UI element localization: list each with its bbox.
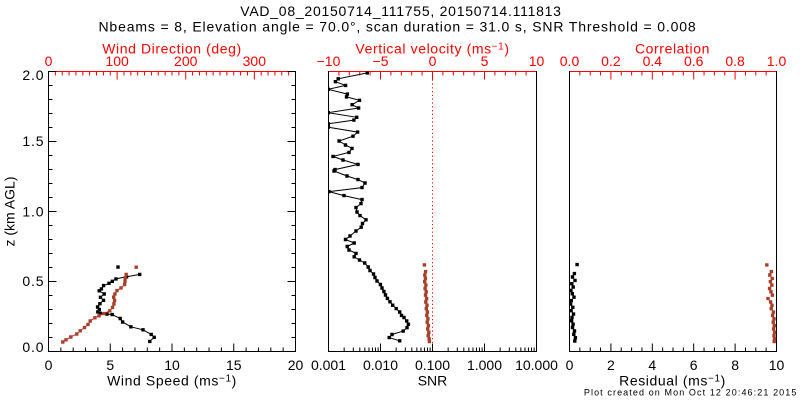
- svg-text:0.0: 0.0: [560, 53, 580, 69]
- svg-text:2: 2: [607, 357, 615, 373]
- svg-text:1.0: 1.0: [22, 204, 44, 220]
- svg-text:z (km AGL): z (km AGL): [2, 176, 18, 246]
- svg-text:Residual (ms−1): Residual (ms−1): [619, 373, 726, 389]
- svg-text:10.000: 10.000: [515, 357, 558, 373]
- svg-text:5: 5: [106, 357, 114, 373]
- svg-text:Nbeams = 8, Elevation angle =: Nbeams = 8, Elevation angle = 70.0°, sca…: [98, 19, 696, 35]
- svg-text:20: 20: [288, 357, 304, 373]
- svg-text:0.2: 0.2: [601, 53, 621, 69]
- svg-text:10: 10: [164, 357, 180, 373]
- svg-text:0: 0: [429, 53, 437, 69]
- svg-text:5: 5: [481, 53, 489, 69]
- svg-text:0: 0: [45, 357, 53, 373]
- svg-text:0.5: 0.5: [22, 273, 44, 289]
- svg-text:0.8: 0.8: [725, 53, 745, 69]
- svg-text:200: 200: [174, 53, 198, 69]
- svg-text:300: 300: [243, 53, 267, 69]
- svg-text:4: 4: [648, 357, 656, 373]
- svg-text:0.010: 0.010: [363, 357, 398, 373]
- svg-text:−10: −10: [317, 53, 341, 69]
- svg-text:Wind Speed (ms−1): Wind Speed (ms−1): [107, 373, 237, 389]
- svg-text:0.001: 0.001: [311, 357, 346, 373]
- svg-text:1.000: 1.000: [467, 357, 502, 373]
- svg-text:1.5: 1.5: [22, 133, 44, 149]
- svg-text:0.0: 0.0: [22, 339, 44, 355]
- svg-text:0: 0: [566, 357, 574, 373]
- svg-text:8: 8: [731, 357, 739, 373]
- svg-text:0.100: 0.100: [415, 357, 450, 373]
- svg-text:0.4: 0.4: [643, 53, 663, 69]
- svg-text:100: 100: [105, 53, 129, 69]
- svg-text:−5: −5: [373, 53, 389, 69]
- svg-text:10: 10: [529, 53, 545, 69]
- svg-text:Vertical velocity (ms−1): Vertical velocity (ms−1): [355, 41, 509, 57]
- svg-text:15: 15: [226, 357, 242, 373]
- svg-text:Wind Direction (deg): Wind Direction (deg): [102, 41, 242, 57]
- svg-text:2.0: 2.0: [22, 67, 44, 83]
- svg-text:6: 6: [690, 357, 698, 373]
- svg-text:1.0: 1.0: [767, 53, 787, 69]
- svg-text:10: 10: [769, 357, 785, 373]
- svg-text:VAD_08_20150714_111755, 201507: VAD_08_20150714_111755, 20150714.111813: [240, 3, 561, 19]
- svg-text:Correlation: Correlation: [635, 41, 710, 57]
- svg-text:Plot created on Mon Oct 12 20:: Plot created on Mon Oct 12 20:46:21 2015: [584, 388, 798, 398]
- svg-text:SNR: SNR: [418, 373, 448, 389]
- svg-text:0.6: 0.6: [684, 53, 704, 69]
- svg-text:0: 0: [45, 53, 53, 69]
